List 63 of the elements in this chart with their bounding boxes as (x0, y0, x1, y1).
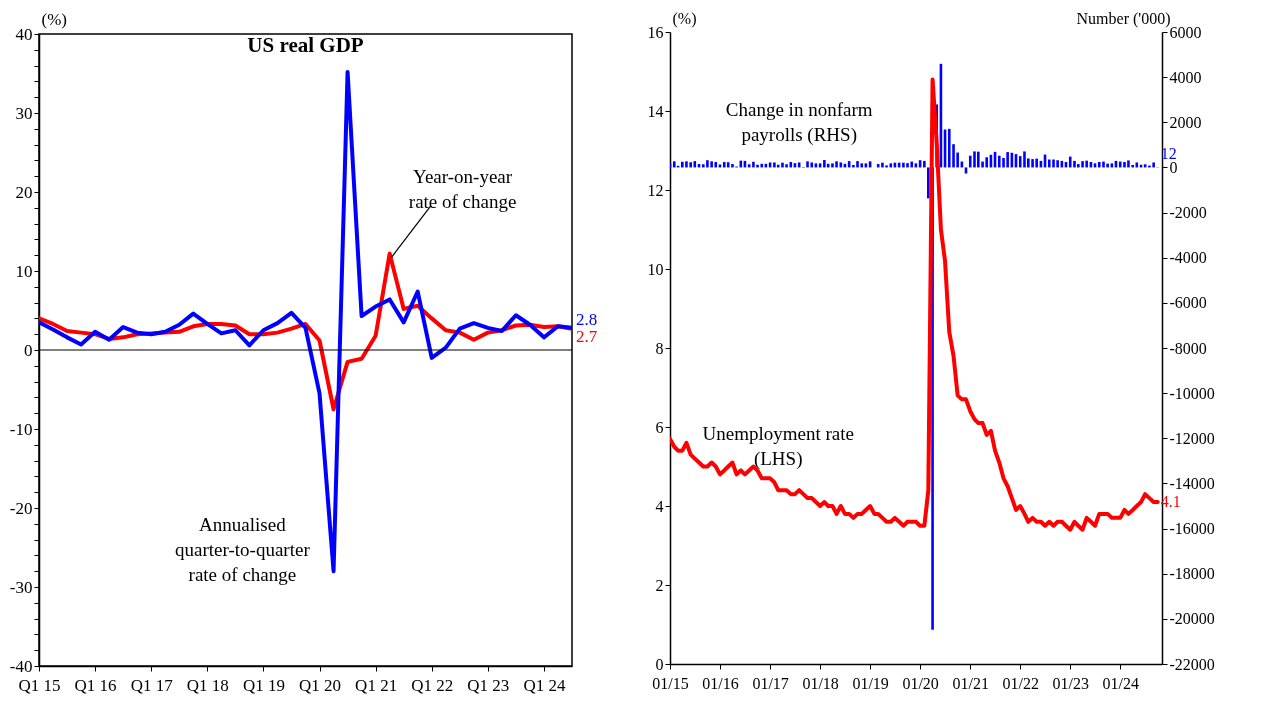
series-label: Annualised quarter-to-quarter rate of change (175, 513, 311, 585)
x-tick-label: 01/18 (802, 674, 839, 692)
y2-tick-label: -12000 (1169, 429, 1215, 447)
x-tick-label: 01/24 (1102, 674, 1139, 692)
y2-tick-label: -14000 (1169, 474, 1215, 492)
y-tick-label: 16 (647, 23, 664, 41)
y-tick-label: 4 (655, 497, 664, 515)
x-tick-label: Q1 17 (130, 675, 174, 695)
x-tick-label: 01/19 (852, 674, 889, 692)
x-tick-label: Q1 24 (523, 675, 566, 695)
y2-axis-title: Number ('000) (1076, 9, 1171, 28)
y2-tick-label: 4000 (1169, 68, 1202, 86)
y-tick-label: 0 (24, 340, 33, 360)
y-tick-label: 40 (15, 24, 33, 44)
x-tick-label: 01/15 (652, 674, 689, 692)
x-tick-label: Q1 15 (18, 675, 61, 695)
y-tick-label: 10 (647, 260, 664, 278)
y-axis-title: (%) (672, 9, 697, 28)
x-tick-label: 01/23 (1052, 674, 1089, 692)
y-tick-label: 30 (15, 103, 33, 123)
y2-tick-label: -22000 (1169, 655, 1215, 673)
x-tick-label: Q1 22 (411, 675, 454, 695)
y-axis-title: (%) (41, 9, 67, 29)
x-tick-label: Q1 19 (242, 675, 285, 695)
y-tick-label: -30 (9, 577, 33, 597)
x-tick-label: Q1 23 (467, 675, 510, 695)
series-label: Change in nonfarm payrolls (RHS) (725, 99, 873, 147)
x-tick-label: 01/22 (1002, 674, 1039, 692)
y-tick-label: 8 (655, 339, 664, 357)
x-tick-label: Q1 20 (299, 675, 342, 695)
y-tick-label: -10 (9, 419, 33, 439)
x-tick-label: Q1 21 (355, 675, 398, 695)
y2-tick-label: -20000 (1169, 610, 1215, 628)
y-tick-label: -40 (9, 656, 33, 676)
data-label: 2.8 (576, 309, 598, 329)
x-tick-label: 01/20 (902, 674, 939, 692)
y2-tick-label: 0 (1169, 158, 1178, 176)
x-tick-label: 01/21 (952, 674, 989, 692)
y2-tick-label: -6000 (1169, 294, 1207, 312)
x-tick-label: Q1 18 (186, 675, 229, 695)
y2-tick-label: -8000 (1169, 339, 1207, 357)
y2-tick-label: -10000 (1169, 384, 1215, 402)
y-tick-label: 14 (647, 102, 664, 120)
y2-tick-label: -4000 (1169, 249, 1207, 267)
y-tick-label: 6 (655, 418, 664, 436)
y2-tick-label: -16000 (1169, 520, 1215, 538)
chart-title: US real GDP (247, 33, 364, 57)
y-tick-label: 2 (655, 576, 664, 594)
y-tick-label: 0 (655, 655, 664, 673)
y2-tick-label: 2000 (1169, 113, 1202, 131)
y2-tick-label: 6000 (1169, 23, 1202, 41)
y-tick-label: -20 (9, 498, 33, 518)
x-tick-label: 01/16 (702, 674, 739, 692)
y-tick-label: 12 (647, 181, 664, 199)
y2-tick-label: -2000 (1169, 204, 1207, 222)
data-label: 2.7 (576, 326, 598, 346)
series-label: Unemployment rate (LHS) (702, 423, 854, 471)
y-tick-label: 10 (15, 261, 33, 281)
text: Year-on-year rate of change (408, 165, 517, 212)
y-tick-label: 20 (15, 182, 33, 202)
x-tick-label: 01/17 (752, 674, 789, 692)
x-tick-label: Q1 16 (74, 675, 117, 695)
y2-tick-label: -18000 (1169, 565, 1215, 583)
